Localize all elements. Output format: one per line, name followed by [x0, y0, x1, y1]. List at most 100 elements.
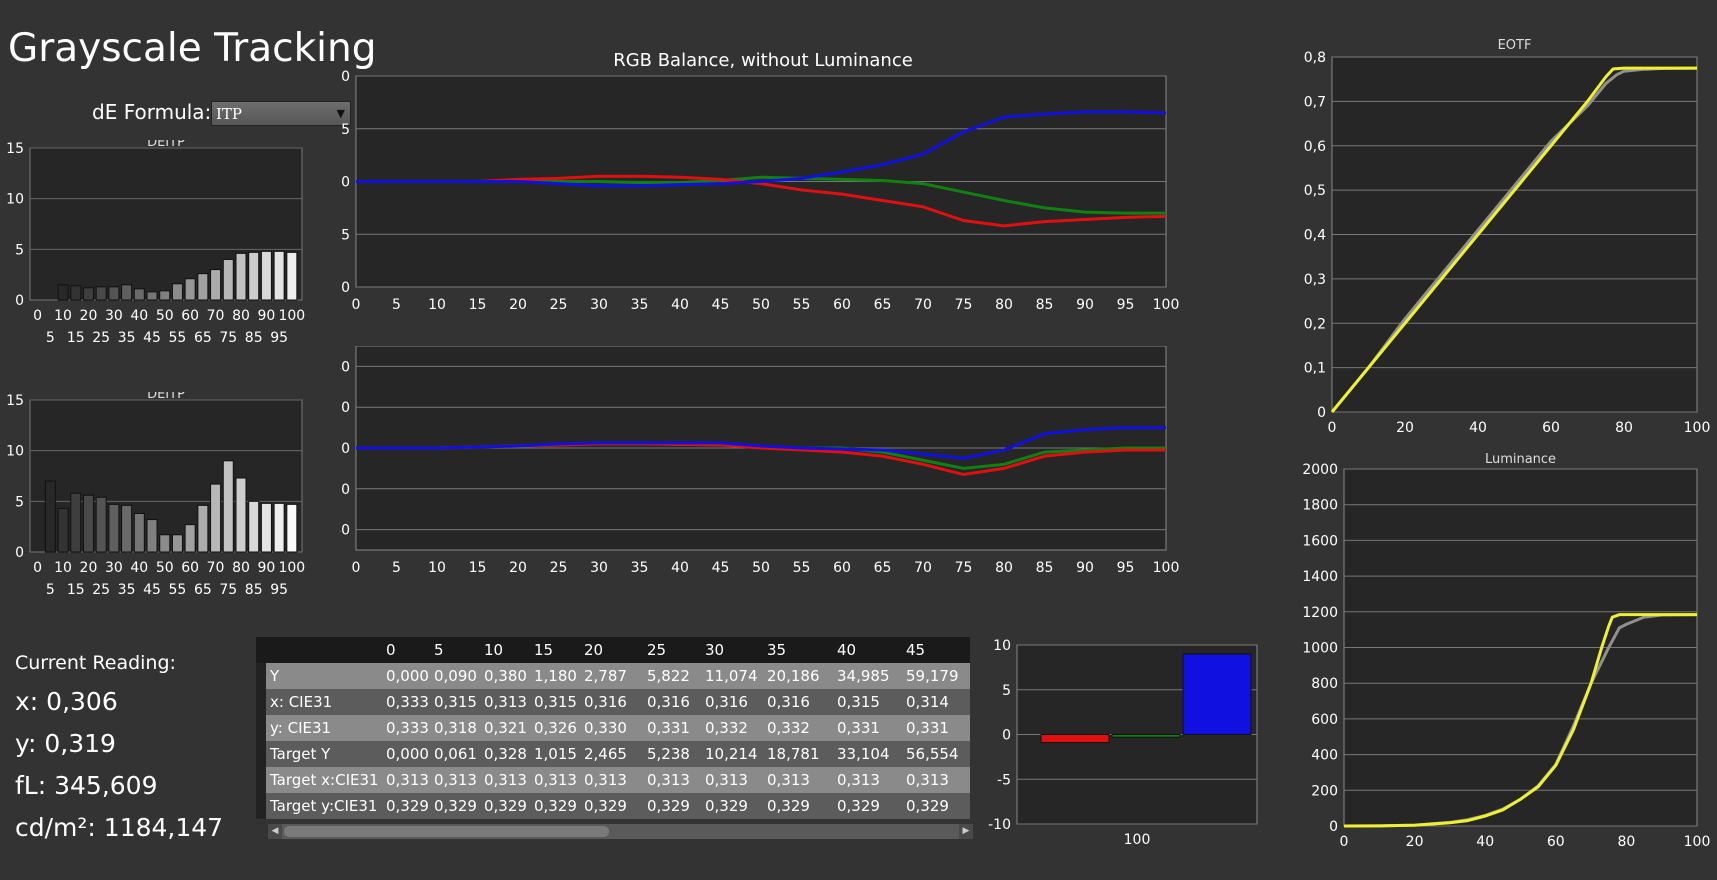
deitp-top-x-tick: 95: [270, 330, 288, 346]
rgbbar-y-tick: 10: [993, 638, 1011, 654]
table-column-header: 35: [767, 637, 837, 663]
measurement-table: 0 5 10 15 20 25 30 35 40 45 Y 0,000 0,090 0,380 1,180 2…: [256, 637, 974, 823]
table-cell: 0,315: [434, 689, 484, 715]
deitp-bottom-x-tick: 75: [219, 582, 237, 598]
deitp-top-bar: [70, 285, 82, 301]
deitp-bottom-bar: [210, 483, 222, 553]
deitp-bottom-x-tick: 45: [143, 582, 161, 598]
reading-fl: fL: 345,609: [15, 771, 158, 800]
de-formula-select[interactable]: ITP ▼: [211, 101, 351, 126]
rgbbar-x-tick: 100: [1124, 832, 1151, 848]
deitp-bottom-bar: [235, 477, 247, 553]
table-column-header: 15: [534, 637, 584, 663]
eotf-x-tick: 100: [1684, 420, 1711, 436]
eotf-y-tick: 0,3: [1304, 272, 1326, 288]
eotf-chart: EOTF 0 0,1 0,2 0,3 0,4 0,5 0,6 0,7 0,8 0 20 40 60 80 10…: [1304, 38, 1711, 436]
table-cell: 0,329: [837, 793, 906, 819]
table-cell: 0,333: [386, 715, 434, 741]
deitp-top-bar: [184, 278, 196, 301]
deitp-top-x-tick: 5: [46, 330, 55, 346]
rgb-without-y-tick: 100: [340, 175, 350, 191]
deitp-bottom-bar: [159, 534, 171, 553]
deitp-top-title: DEITP: [147, 140, 185, 150]
table-row-header: [256, 715, 266, 741]
table-cell: 1,015: [534, 741, 584, 767]
rgb-with-x-tick: 90: [1076, 560, 1094, 576]
rgb-with-y-tick: -20: [340, 482, 350, 498]
de-formula-label: dE Formula:: [92, 100, 212, 124]
table-cell: 0,326: [534, 715, 584, 741]
deitp-top-x-tick: 45: [143, 330, 161, 346]
rgb-with-x-tick: 50: [752, 560, 770, 576]
table-cell: 0,332: [705, 715, 767, 741]
table-cell: 0,313: [705, 767, 767, 793]
rgb-with-y-tick: 40: [340, 359, 350, 375]
luminance-chart: Luminance0200400600800100012001400160018…: [1302, 452, 1710, 850]
table-cell: 0,313: [906, 767, 970, 793]
deitp-top-y-tick: 15: [6, 141, 24, 157]
scroll-left-icon[interactable]: ◀: [268, 824, 282, 839]
table-cell: 0,329: [386, 793, 434, 819]
eotf-y-tick: 0,2: [1304, 316, 1326, 332]
scroll-thumb[interactable]: [284, 826, 609, 837]
deitp-bottom-bar: [44, 480, 56, 553]
table-column-header: 10: [484, 637, 534, 663]
rgb-with-x-tick: 10: [428, 560, 446, 576]
table-cell: 0,313: [434, 767, 484, 793]
rgb-with-y-tick: 0: [341, 441, 350, 457]
eotf-y-tick: 0,4: [1304, 228, 1326, 244]
table-row-label: x: CIE31: [266, 689, 386, 715]
deitp-bottom-title: DEITP: [147, 392, 185, 402]
table-column-header: 5: [434, 637, 484, 663]
deitp-bottom-x-tick: 90: [257, 560, 275, 576]
table-cell: 0,321: [484, 715, 534, 741]
table-cell: 0,316: [767, 689, 837, 715]
deitp-top-x-tick: 100: [278, 308, 305, 324]
deitp-bottom-x-tick: 5: [46, 582, 55, 598]
table-row-label: Y: [266, 663, 386, 689]
table-header-blank: [266, 637, 386, 663]
lum-y-tick: 0: [1329, 819, 1338, 835]
table-row: Target Y 0,000 0,061 0,328 1,015 2,465 5,238 10…: [256, 741, 970, 767]
table-horizontal-scrollbar[interactable]: ◀ ▶: [268, 824, 973, 839]
lum-y-tick: 600: [1311, 712, 1338, 728]
rgb-with-x-tick: 80: [995, 560, 1013, 576]
table-row-header: [256, 767, 266, 793]
deitp-top-x-tick: 55: [169, 330, 187, 346]
eotf-y-tick: 0,6: [1304, 139, 1326, 155]
rgb-without-x-tick: 25: [550, 297, 568, 313]
deitp-bottom-x-tick: 65: [194, 582, 212, 598]
table-cell: 5,822: [647, 663, 705, 689]
rgb-without-x-tick: 95: [1117, 297, 1135, 313]
deitp-top-bar: [82, 287, 94, 301]
rgb-without-x-tick: 0: [352, 297, 361, 313]
de-formula-value: ITP: [216, 105, 243, 123]
deitp-bottom-x-tick: 10: [54, 560, 72, 576]
table-row-label: y: CIE31: [266, 715, 386, 741]
eotf-x-tick: 0: [1328, 420, 1337, 436]
rgb-with-x-tick: 40: [671, 560, 689, 576]
deitp-top-bar: [121, 284, 133, 301]
deitp-top-x-tick: 60: [181, 308, 199, 324]
chevron-down-icon[interactable]: ▼: [336, 107, 345, 120]
eotf-x-tick: 40: [1469, 420, 1487, 436]
deitp-top-bar: [222, 258, 234, 301]
deitp-bottom-bar: [273, 502, 285, 553]
table-cell: 10,214: [705, 741, 767, 767]
deitp-bottom-bar: [222, 460, 234, 553]
deitp-bottom-bar: [95, 496, 107, 553]
deitp-top-bar: [197, 273, 209, 301]
table-cell: 0,316: [647, 689, 705, 715]
table-row: y: CIE31 0,333 0,318 0,321 0,326 0,330 0,331 0,…: [256, 715, 970, 741]
table-row-header: [256, 793, 266, 819]
eotf-target-line: [1330, 66, 1697, 413]
table-cell: 0,318: [434, 715, 484, 741]
table-row-header: [256, 689, 266, 715]
scroll-right-icon[interactable]: ▶: [959, 824, 973, 839]
rgb-without-x-tick: 45: [712, 297, 730, 313]
deitp-top-y-tick: 10: [6, 192, 24, 208]
deitp-bottom-y-tick: 5: [15, 494, 24, 510]
deitp-bottom-x-tick: 100: [278, 560, 305, 576]
lum-title: Luminance: [1485, 452, 1556, 467]
table-cell: 0,331: [906, 715, 970, 741]
